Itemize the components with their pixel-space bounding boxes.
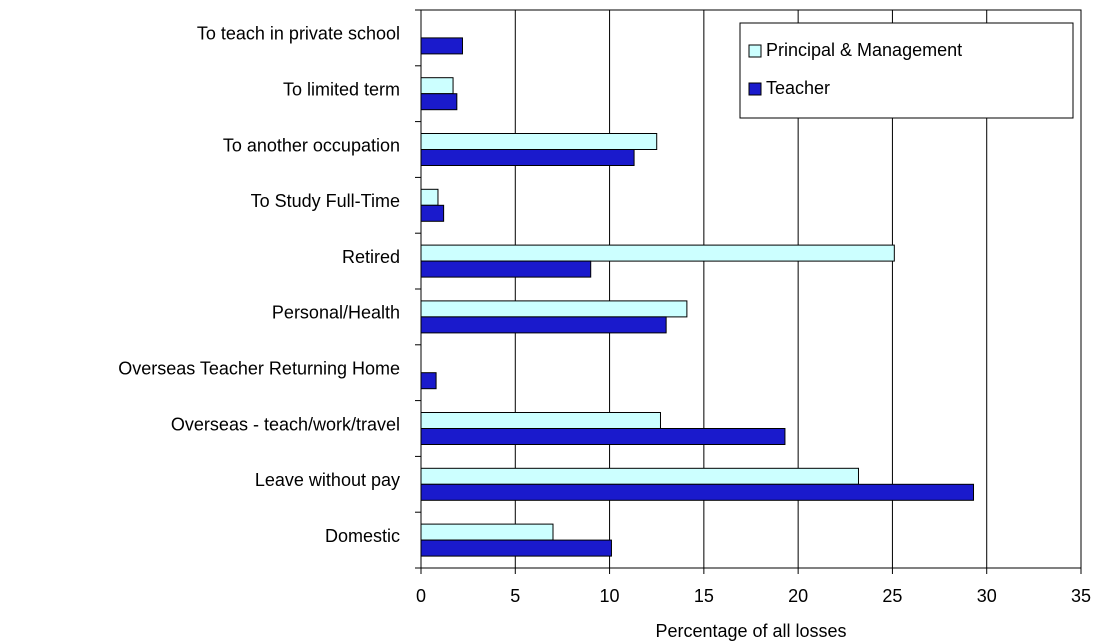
legend-swatch xyxy=(748,44,762,58)
x-tick-label: 10 xyxy=(600,586,620,606)
legend xyxy=(739,22,1074,119)
y-tick-label: Domestic xyxy=(325,526,400,546)
bar xyxy=(420,244,895,262)
x-tick-label: 0 xyxy=(416,586,426,606)
x-tick-label: 25 xyxy=(882,586,902,606)
bar xyxy=(420,372,437,390)
bar xyxy=(420,260,592,278)
x-tick-label: 30 xyxy=(977,586,997,606)
legend-label: Teacher xyxy=(766,78,830,98)
bar xyxy=(420,316,667,334)
bar xyxy=(420,37,463,55)
bar xyxy=(420,133,658,150)
bar xyxy=(420,483,975,501)
y-tick-label: Overseas - teach/work/travel xyxy=(171,414,400,434)
bar xyxy=(420,188,439,206)
bar xyxy=(420,77,454,95)
bar xyxy=(420,523,554,541)
bar xyxy=(420,467,859,485)
y-tick-label: To limited term xyxy=(283,79,400,99)
y-tick-label: Overseas Teacher Returning Home xyxy=(118,358,400,378)
bar xyxy=(420,149,635,166)
x-tick-label: 20 xyxy=(788,586,808,606)
x-tick-label: 15 xyxy=(694,586,714,606)
legend-label: Principal & Management xyxy=(766,40,962,60)
y-tick-label: To teach in private school xyxy=(197,24,400,44)
y-tick-label: Personal/Health xyxy=(272,303,400,323)
x-tick-label: 35 xyxy=(1071,586,1091,606)
x-tick-label: 5 xyxy=(510,586,520,606)
bar xyxy=(420,204,445,222)
y-tick-label: Leave without pay xyxy=(255,470,400,490)
x-axis-title: Percentage of all losses xyxy=(655,621,846,641)
legend-swatch xyxy=(748,82,762,96)
bar xyxy=(420,428,786,445)
bar xyxy=(420,412,661,429)
y-tick-label: To Study Full-Time xyxy=(251,191,400,211)
y-tick-label: To another occupation xyxy=(223,135,400,155)
bar xyxy=(420,539,612,557)
bar xyxy=(420,93,458,111)
bar xyxy=(420,300,688,318)
y-tick-label: Retired xyxy=(342,247,400,267)
